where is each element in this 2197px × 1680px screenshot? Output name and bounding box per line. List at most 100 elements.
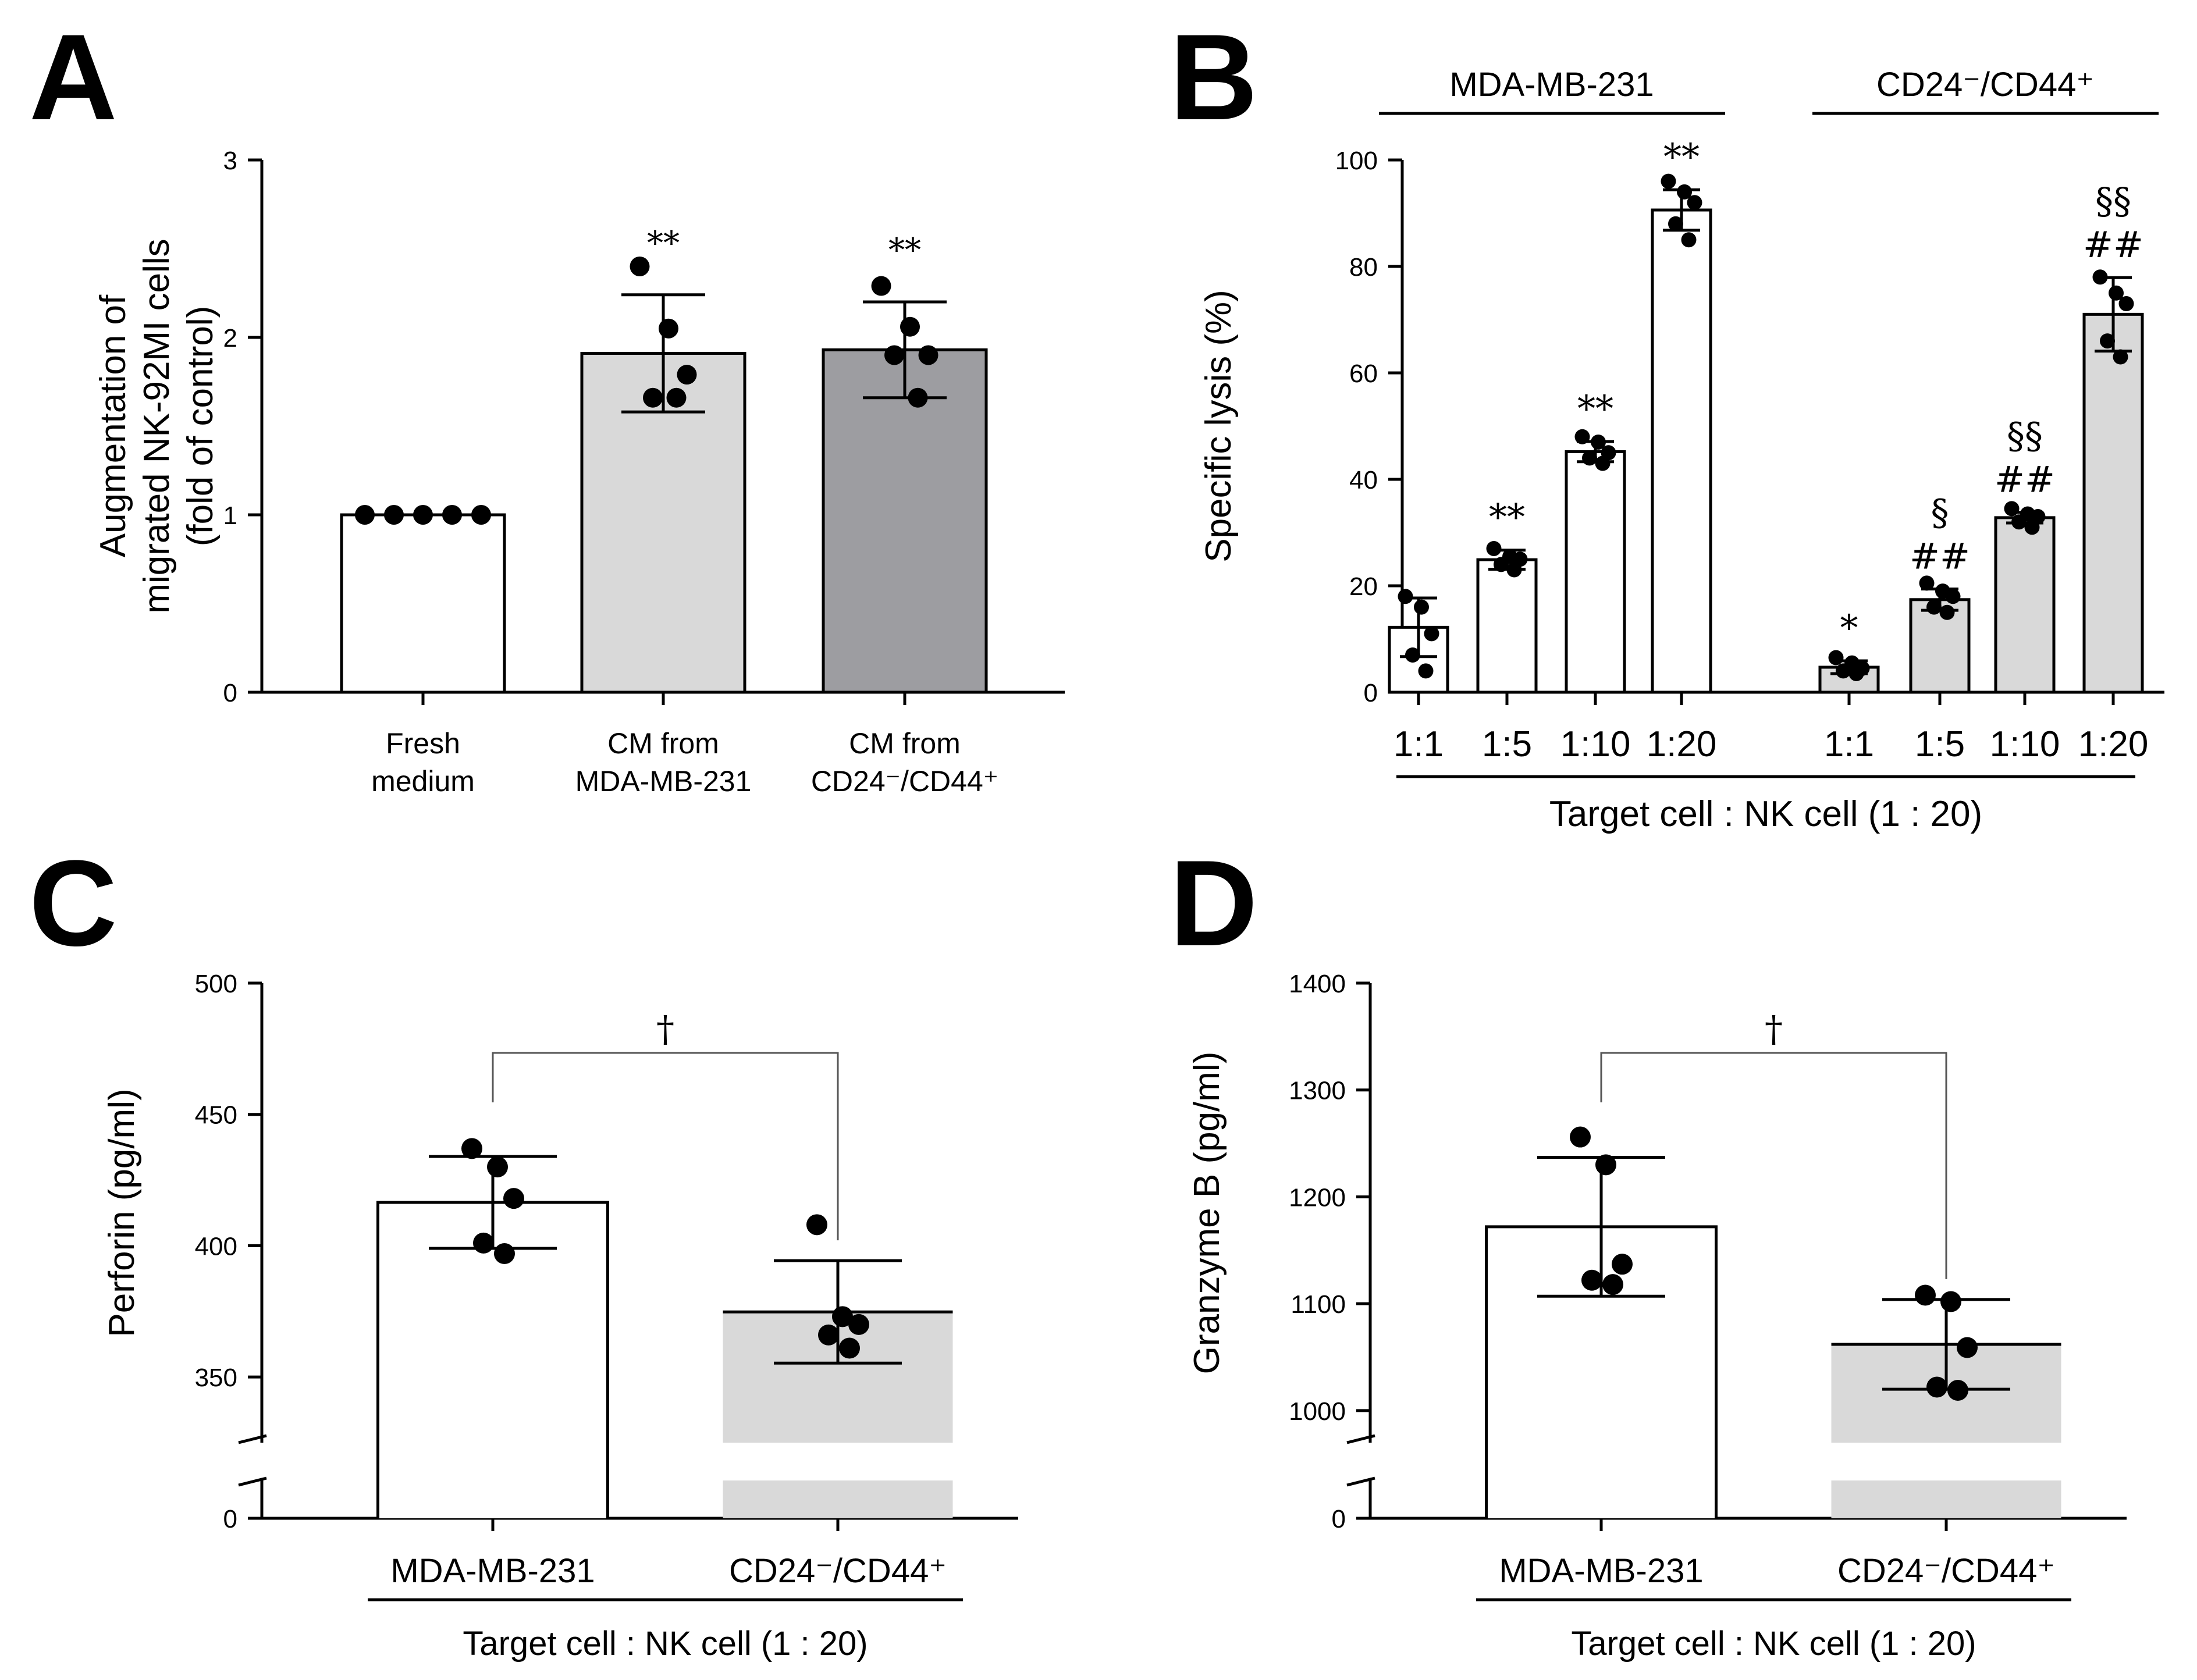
significance-label: ## [2083,223,2143,266]
panel-letter-d: D [1169,835,1258,971]
y-tick-label: 100 [1335,147,1378,175]
data-point [1595,455,1611,471]
axis-break-mark [238,1476,267,1487]
significance-label: ## [1910,535,1970,577]
data-point [1418,663,1434,679]
y-tick-label: 1 [223,501,237,530]
data-point [643,387,663,408]
data-point [848,1314,869,1335]
data-point [2092,269,2108,285]
data-point [1939,604,1955,620]
significance-label: † [1765,1008,1783,1050]
y-tick-label: 1300 [1289,1077,1346,1105]
data-point [473,1232,494,1254]
data-point [2004,501,2020,517]
data-point [884,345,904,365]
y-axis-label: (fold of control) [180,306,221,547]
data-point [1486,540,1502,556]
y-tick-label: 80 [1349,253,1378,282]
data-point [442,505,462,525]
category-label: 1:1 [1824,724,1874,764]
data-point [1591,434,1606,450]
data-point [1828,650,1844,665]
category-label: 1:1 [1393,724,1444,764]
data-point [666,387,687,408]
data-point [1940,1291,1961,1312]
data-point [1681,232,1697,248]
data-point [1405,647,1420,663]
data-point [2100,333,2115,349]
y-tick-label: 350 [195,1364,237,1392]
data-point [503,1188,524,1209]
y-tick-label: 3 [223,147,237,175]
y-tick-label: 60 [1349,360,1378,388]
data-point [677,365,697,385]
data-point [413,505,433,525]
y-tick-label: 1000 [1289,1397,1346,1426]
significance-label: ** [647,225,680,262]
category-label: CM from [607,727,719,760]
significance-label: ** [1577,387,1613,430]
y-tick-label: 2 [223,324,237,353]
bar-lower [723,1480,953,1518]
data-point [1926,599,1942,615]
bar [1565,450,1626,694]
significance-label: §§ [2095,180,2131,222]
category-label: 1:5 [1915,724,1965,764]
x-axis-label: Target cell : NK cell (1 : 20) [1571,1625,1976,1663]
data-point [384,505,404,525]
data-point [1506,562,1522,578]
data-point [2118,296,2134,312]
significance-label: ** [1489,496,1525,539]
category-label: 1:10 [1560,724,1631,764]
data-point [2024,519,2040,535]
y-tick-label: 500 [195,970,237,998]
significance-bracket [492,1052,839,1241]
significance-label: ## [1995,458,2055,501]
data-point [1677,184,1692,200]
panel-letter-c: C [29,835,118,971]
panel-a-chart: 0 1 2 3 Augmentation of migrated NK-92MI cell… [93,147,1065,798]
bar-lower [1831,1480,2061,1518]
data-point [1945,589,1961,604]
category-label: MDA-MB-231 [1499,1552,1703,1590]
data-point [900,316,920,337]
data-point [1602,1274,1623,1295]
data-point [839,1337,860,1359]
category-label: CD24⁻/CD44⁺ [1837,1552,2055,1590]
y-tick-label: 1100 [1291,1290,1346,1319]
significance-label: § [1931,491,1949,533]
significance-label: ** [1663,136,1700,178]
x-axis-label: Target cell : NK cell (1 : 20) [1549,794,1982,834]
significance-label: ** [888,232,921,269]
category-label: Fresh [386,727,460,760]
panel-d-chart: 0 1000 1100 1200 1300 1400 Granzyme B (pg/ml) M… [1187,970,2127,1663]
category-label: 1:20 [1647,724,1717,764]
data-point [832,1306,853,1327]
y-axis-label: Specific lysis (%) [1199,290,1239,563]
y-tick-label: 40 [1349,466,1378,494]
data-point [1848,665,1864,681]
data-point [871,276,891,296]
data-point [494,1243,515,1264]
data-point [2011,514,2027,530]
y-axis-label: Augmentation of [93,294,133,557]
data-point [487,1156,508,1177]
category-label: 1:5 [1482,724,1532,764]
category-label: 1:20 [2078,724,2149,764]
category-label: medium [371,765,475,798]
panel-letter-a: A [29,9,118,145]
bar [340,513,506,694]
data-point [806,1214,827,1236]
data-point [659,318,678,339]
category-label: MDA-MB-231 [575,765,752,798]
data-point [818,1324,839,1346]
data-point [908,387,928,408]
data-point [1574,429,1590,444]
significance-label: §§ [2007,415,2043,457]
significance-label: * [1840,607,1858,649]
data-point [355,505,375,525]
bar [1909,598,1971,694]
